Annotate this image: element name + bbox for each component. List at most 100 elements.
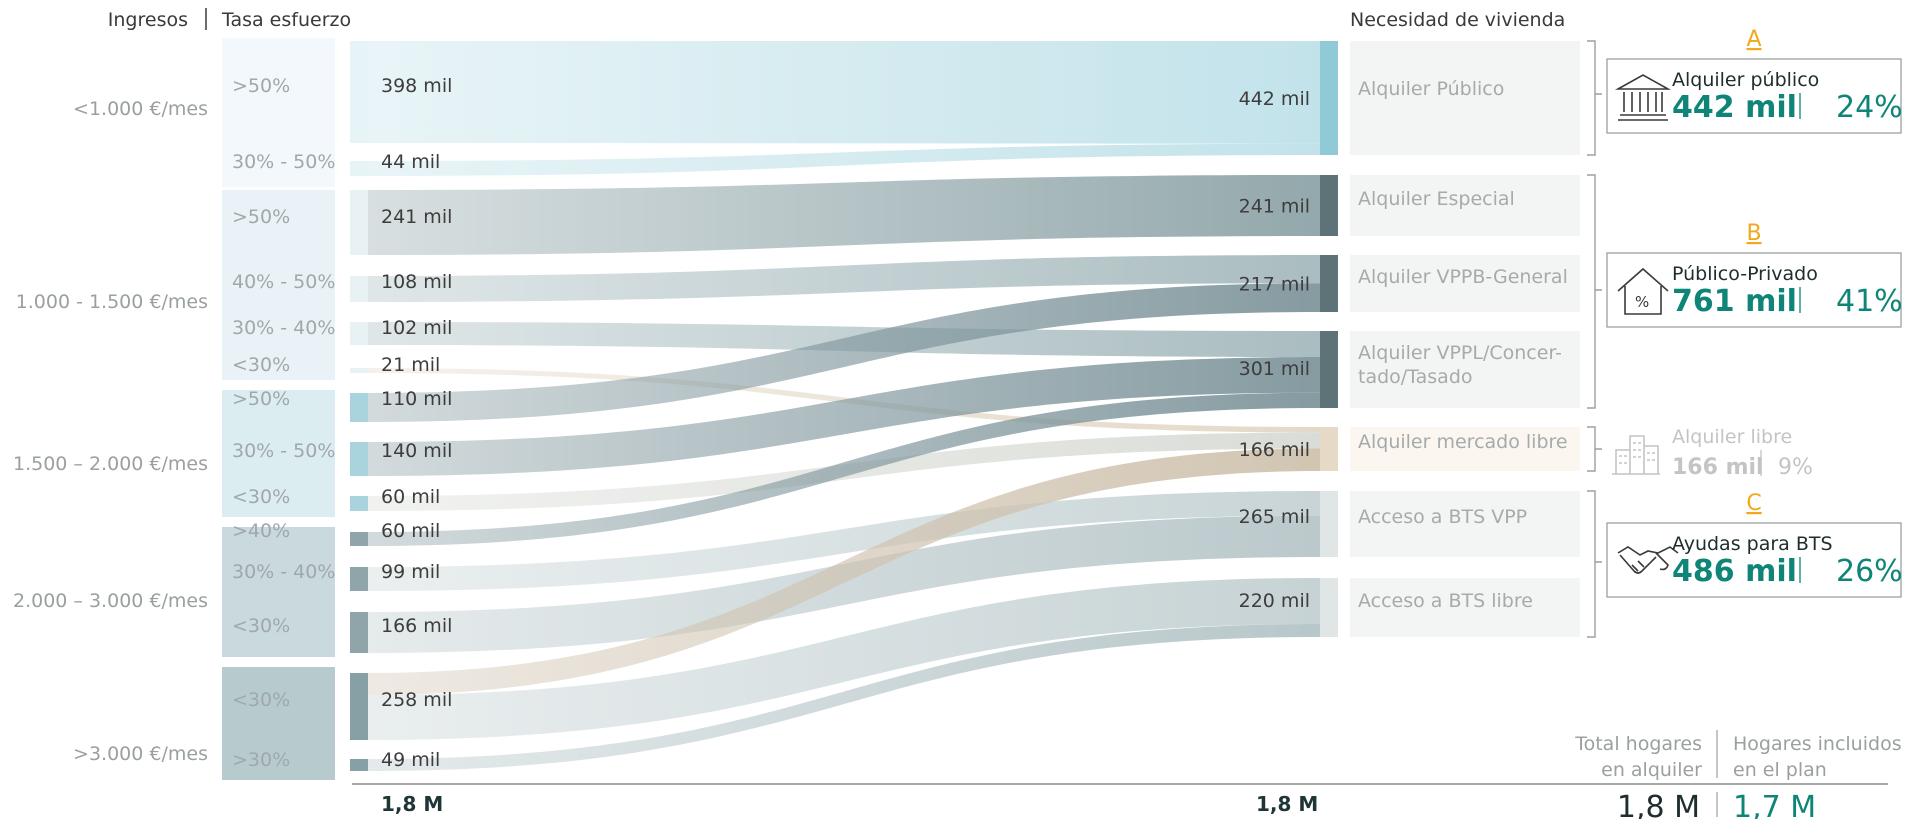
sankey-flow [368, 623, 1320, 771]
target-node [1320, 331, 1338, 408]
source-rate-label: >50% [232, 388, 290, 410]
target-value-label: 301 mil [1239, 358, 1310, 380]
source-rate-label: 30% - 50% [232, 151, 335, 173]
target-label-band [1350, 41, 1580, 155]
category-title: Alquiler público [1672, 69, 1819, 91]
source-value-label: 102 mil [381, 317, 452, 339]
source-node [350, 276, 368, 302]
source-value-label: 258 mil [381, 689, 452, 711]
source-rate-label: >50% [232, 75, 290, 97]
target-value-label: 442 mil [1239, 88, 1310, 110]
income-group-label: 1.500 – 2.000 €/mes [13, 453, 208, 475]
category-value: 166 mil [1672, 455, 1764, 480]
target-label-band [1350, 491, 1580, 557]
income-group-label: 1.000 - 1.500 €/mes [16, 291, 208, 313]
target-value-label: 241 mil [1239, 196, 1310, 218]
source-rate-label: >30% [232, 749, 290, 771]
target-value-label: 220 mil [1239, 590, 1310, 612]
target-value-label: 265 mil [1239, 506, 1310, 528]
target-node [1320, 578, 1338, 637]
header-ingresos: Ingresos [108, 9, 188, 31]
target-label-band [1350, 427, 1580, 471]
income-group-band [222, 190, 335, 380]
target-value-label: 166 mil [1239, 439, 1310, 461]
category-panel: Alquiler libre 166 mil 9% [1612, 426, 1813, 480]
handshake-icon [1617, 546, 1679, 574]
target-name-label: Alquiler mercado libre [1358, 431, 1568, 453]
source-node [350, 442, 368, 476]
source-node [350, 322, 368, 345]
source-node [350, 567, 368, 591]
income-groups: <1.000 €/mes 1.000 - 1.500 €/mes 1.500 – 2… [13, 38, 335, 780]
target-node [1320, 427, 1338, 471]
category-value: 761 mil [1672, 284, 1797, 319]
target-name-label-2: tado/Tasado [1358, 366, 1473, 388]
sankey-flow [368, 515, 1320, 653]
target-value-label: 217 mil [1239, 274, 1310, 296]
income-group-band [222, 390, 335, 517]
source-rate-label: >40% [232, 520, 290, 542]
category-title: Público-Privado [1672, 263, 1818, 285]
source-node [350, 759, 368, 771]
income-group-band [222, 667, 335, 780]
sankey-flow [368, 448, 1320, 696]
percent-glyph: % [1635, 293, 1649, 311]
summary-plan-value: 1,7 M [1733, 790, 1816, 819]
income-group-band [222, 38, 335, 187]
sankey-flow [368, 143, 1320, 176]
source-value-label: 44 mil [381, 151, 440, 173]
source-node [350, 612, 368, 653]
category-letter: C [1746, 491, 1761, 516]
sankey-flow [368, 175, 1320, 255]
income-group-band [222, 527, 335, 657]
income-group-label: >3.000 €/mes [73, 743, 208, 765]
header-tasa: Tasa esfuerzo [221, 9, 351, 31]
target-label-band [1350, 578, 1580, 637]
category-pct: 41% [1836, 284, 1903, 319]
source-rate-label: <30% [232, 486, 290, 508]
source-value-label: 166 mil [381, 615, 452, 637]
house-percent-icon [1617, 267, 1669, 315]
target-label-band [1350, 255, 1580, 312]
source-node [350, 368, 368, 373]
target-name-label: Alquiler Especial [1358, 188, 1515, 210]
target-label-band [1350, 175, 1580, 236]
source-value-label: 49 mil [381, 749, 440, 771]
category-title: Ayudas para BTS [1672, 533, 1833, 555]
target-node [1320, 255, 1338, 312]
sankey-flow [368, 491, 1320, 591]
target-node [1320, 491, 1338, 557]
source-node [350, 41, 368, 143]
target-name-label: Alquiler VPPL/Concer- [1358, 342, 1562, 364]
target-node [1320, 41, 1338, 155]
source-rate-label: <30% [232, 689, 290, 711]
category-pct: 24% [1836, 90, 1903, 125]
source-rate-label: <30% [232, 615, 290, 637]
source-rate-label: 30% - 50% [232, 440, 335, 462]
category-value: 486 mil [1672, 554, 1797, 589]
source-value-label: 21 mil [381, 354, 440, 376]
left-total: 1,8 M [381, 792, 443, 816]
sankey-flow [368, 283, 1320, 422]
source-value-label: 99 mil [381, 561, 440, 583]
category-bracket [1587, 426, 1602, 472]
category-pct: 26% [1836, 554, 1903, 589]
source-value-label: 110 mil [381, 388, 452, 410]
header-necesidad: Necesidad de vivienda [1350, 9, 1565, 31]
source-node [350, 673, 368, 740]
source-value-label: 140 mil [381, 440, 452, 462]
sankey-flows [368, 41, 1320, 771]
target-nodes [1320, 41, 1580, 637]
source-node [350, 496, 368, 511]
sankey-flow [368, 41, 1320, 144]
target-label-band [1350, 331, 1580, 408]
category-title: Alquiler libre [1672, 426, 1792, 448]
target-name-label: Acceso a BTS libre [1358, 590, 1533, 612]
right-total: 1,8 M [1256, 792, 1318, 816]
category-letter: B [1746, 221, 1761, 246]
summary-total-label-1: Total hogares [1574, 733, 1702, 755]
income-group-label: 2.000 – 3.000 €/mes [13, 590, 208, 612]
